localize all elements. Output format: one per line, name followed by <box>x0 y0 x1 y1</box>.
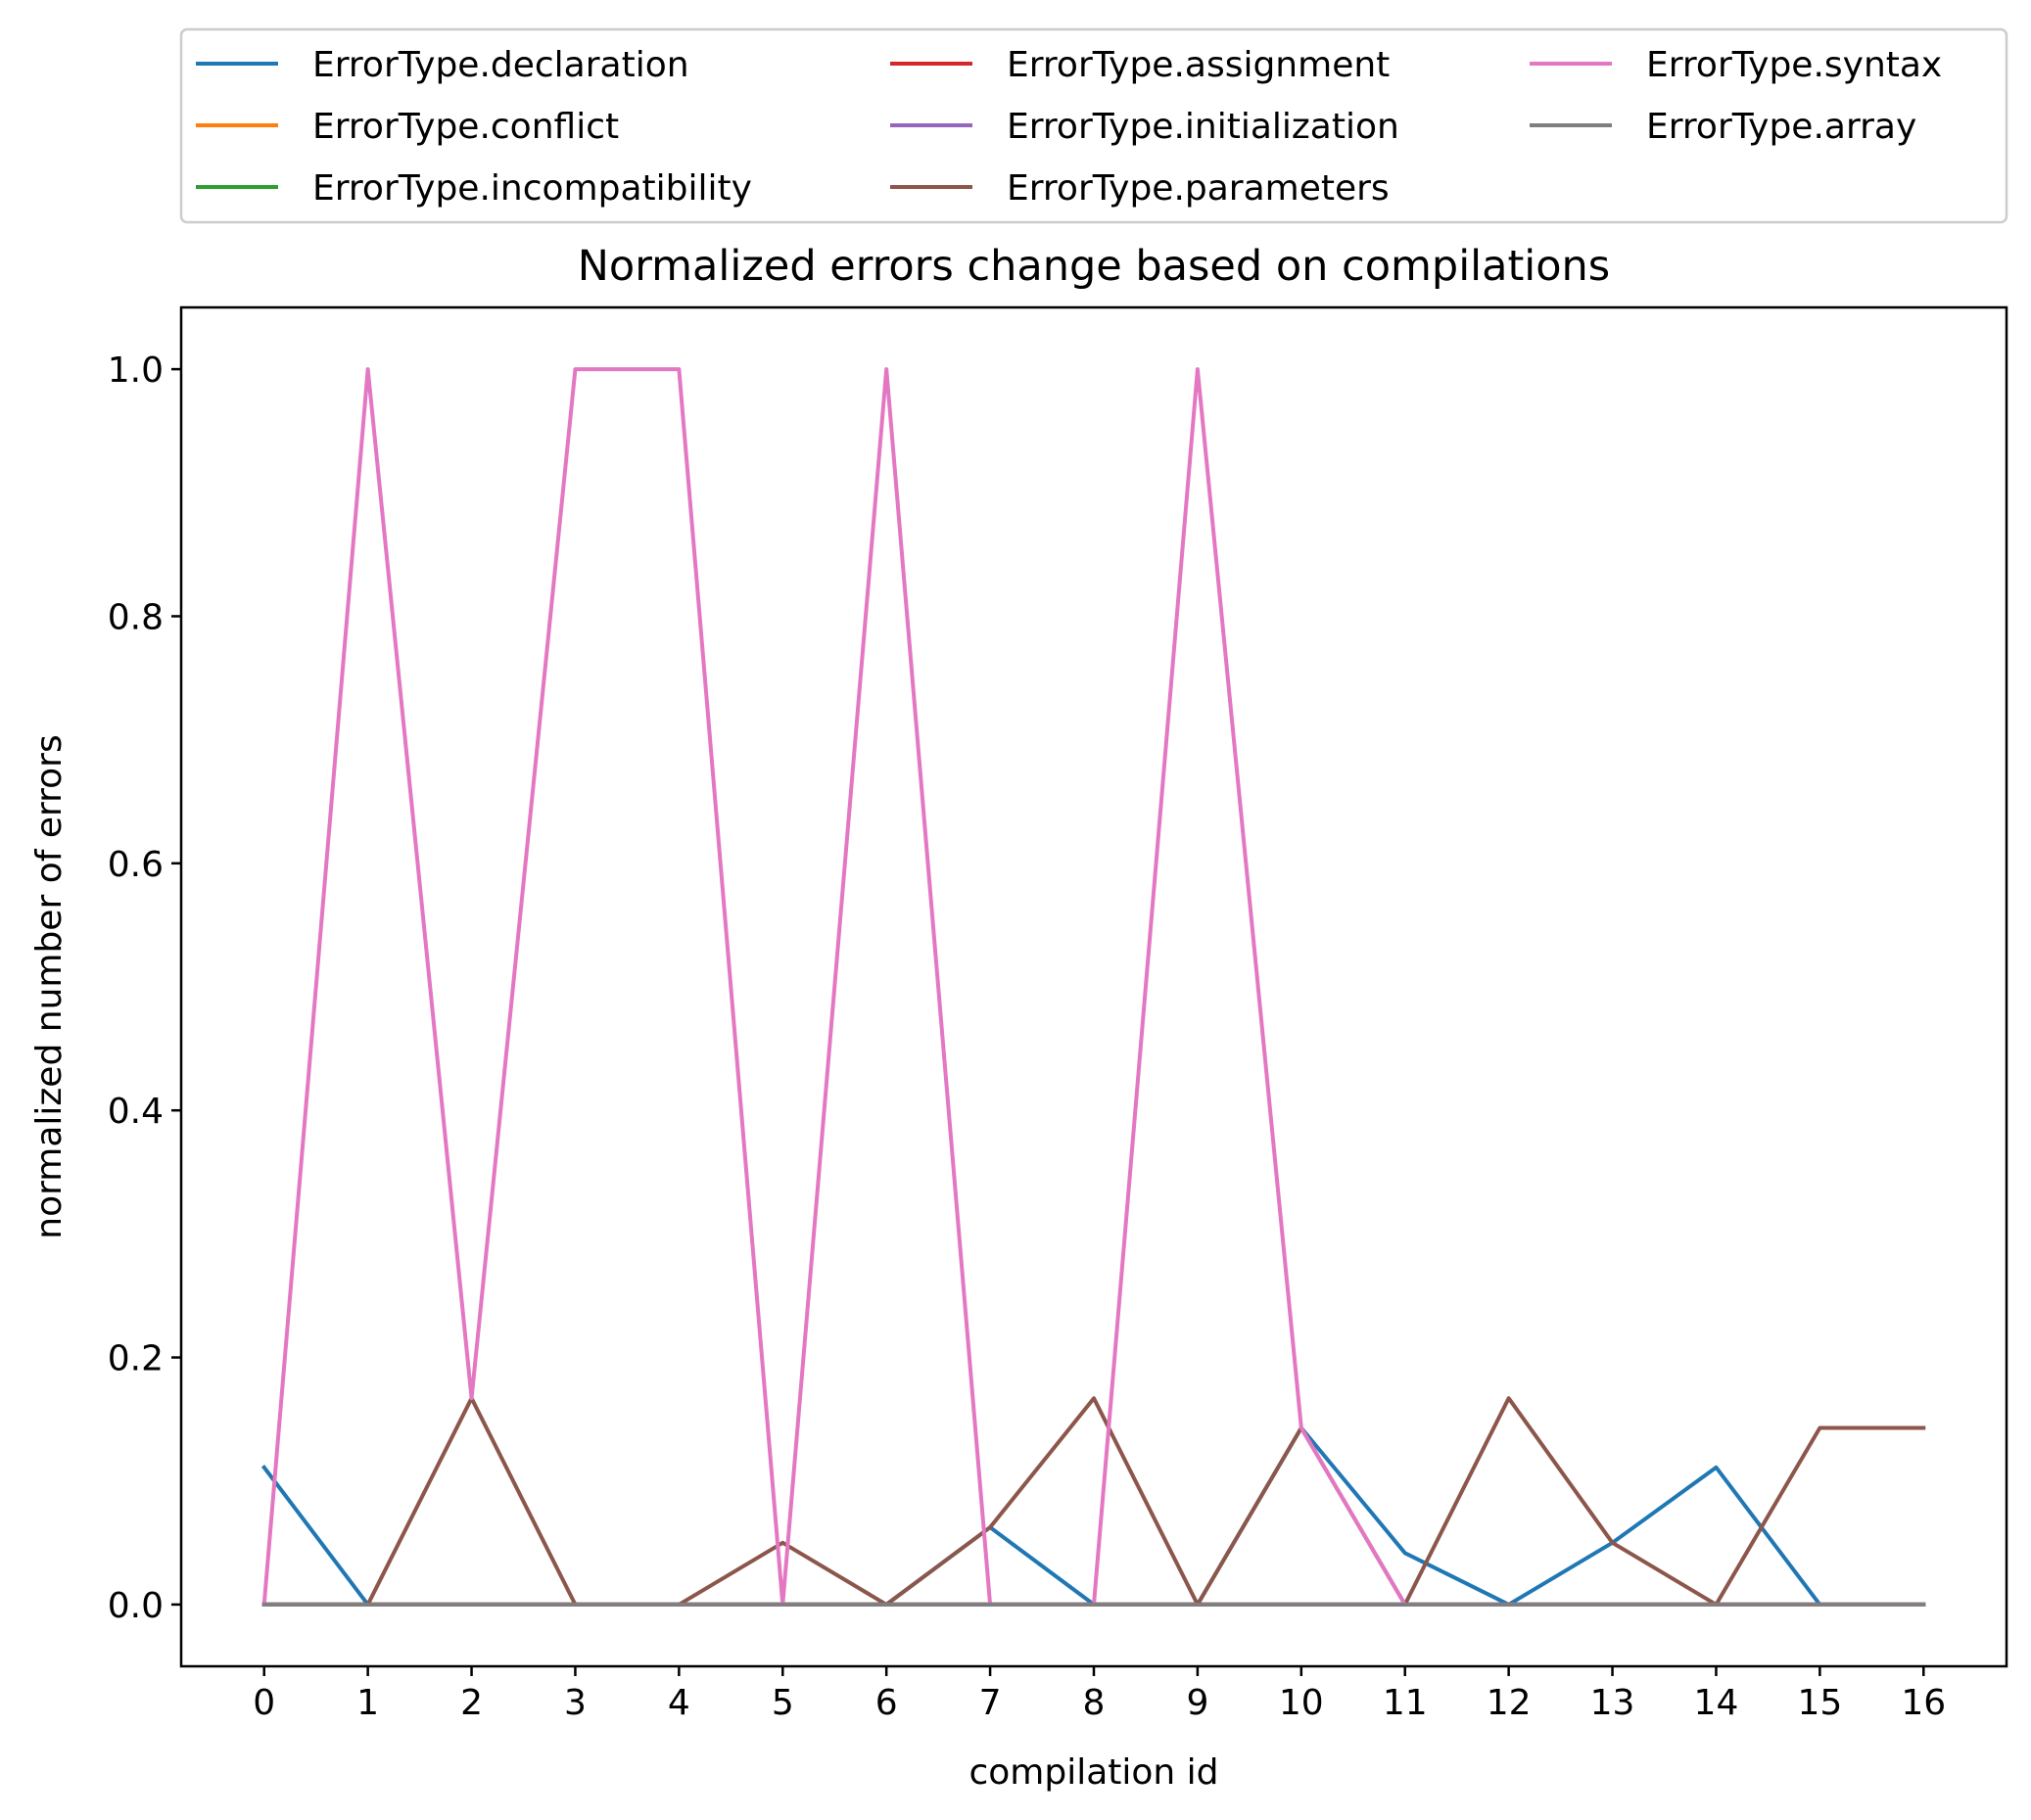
legend-label-errortype-assignment: ErrorType.assignment <box>1007 45 1390 85</box>
plot-frame <box>179 305 2008 1668</box>
legend-label-errortype-array: ErrorType.array <box>1646 107 1916 147</box>
x-tick-label: 0 <box>253 1683 275 1723</box>
y-tick-label: 0.6 <box>108 845 164 885</box>
y-axis: 0.0 0.2 0.4 0.6 0.8 1.0 <box>108 350 181 1626</box>
x-tick-label: 2 <box>460 1683 483 1723</box>
x-tick-label: 7 <box>979 1683 1002 1723</box>
x-tick-label: 3 <box>564 1683 587 1723</box>
x-tick-label: 9 <box>1186 1683 1208 1723</box>
y-axis-label: normalized number of errors <box>29 734 70 1238</box>
legend-label-errortype-parameters: ErrorType.parameters <box>1007 168 1390 209</box>
x-tick-label: 4 <box>668 1683 690 1723</box>
x-tick-label: 10 <box>1279 1683 1324 1723</box>
series-line-errortype-parameters <box>261 1396 1926 1607</box>
x-tick-label: 13 <box>1590 1683 1635 1723</box>
x-tick-label: 16 <box>1901 1683 1946 1723</box>
y-tick-label: 0.8 <box>108 597 164 637</box>
x-tick-label: 8 <box>1083 1683 1106 1723</box>
series-layer <box>260 367 1926 1608</box>
legend-frame <box>179 27 2008 224</box>
chart-title: Normalized errors change based on compil… <box>578 242 1610 291</box>
legend-label-errortype-syntax: ErrorType.syntax <box>1646 45 1942 85</box>
x-axis: 0 1 2 3 4 5 6 7 8 9 10 11 12 13 14 15 16 <box>253 1666 1946 1723</box>
x-tick-label: 11 <box>1383 1683 1428 1723</box>
x-tick-label: 1 <box>356 1683 379 1723</box>
x-tick-label: 15 <box>1797 1683 1842 1723</box>
legend: ErrorType.declaration ErrorType.conflict E… <box>179 27 2008 224</box>
legend-label-errortype-initialization: ErrorType.initialization <box>1007 107 1399 147</box>
x-tick-label: 14 <box>1694 1683 1739 1723</box>
x-tick-label: 6 <box>875 1683 898 1723</box>
legend-label-errortype-incompatibility: ErrorType.incompatibility <box>312 168 752 209</box>
x-tick-label: 12 <box>1487 1683 1532 1723</box>
legend-label-errortype-declaration: ErrorType.declaration <box>312 45 689 85</box>
legend-label-errortype-conflict: ErrorType.conflict <box>312 107 619 147</box>
x-tick-label: 5 <box>772 1683 794 1723</box>
y-tick-label: 0.2 <box>108 1339 164 1379</box>
y-tick-label: 0.4 <box>108 1092 164 1132</box>
y-tick-label: 0.0 <box>108 1586 164 1626</box>
series-line-errortype-syntax <box>261 367 1926 1608</box>
x-axis-label: compilation id <box>968 1752 1218 1793</box>
y-tick-label: 1.0 <box>108 350 164 391</box>
